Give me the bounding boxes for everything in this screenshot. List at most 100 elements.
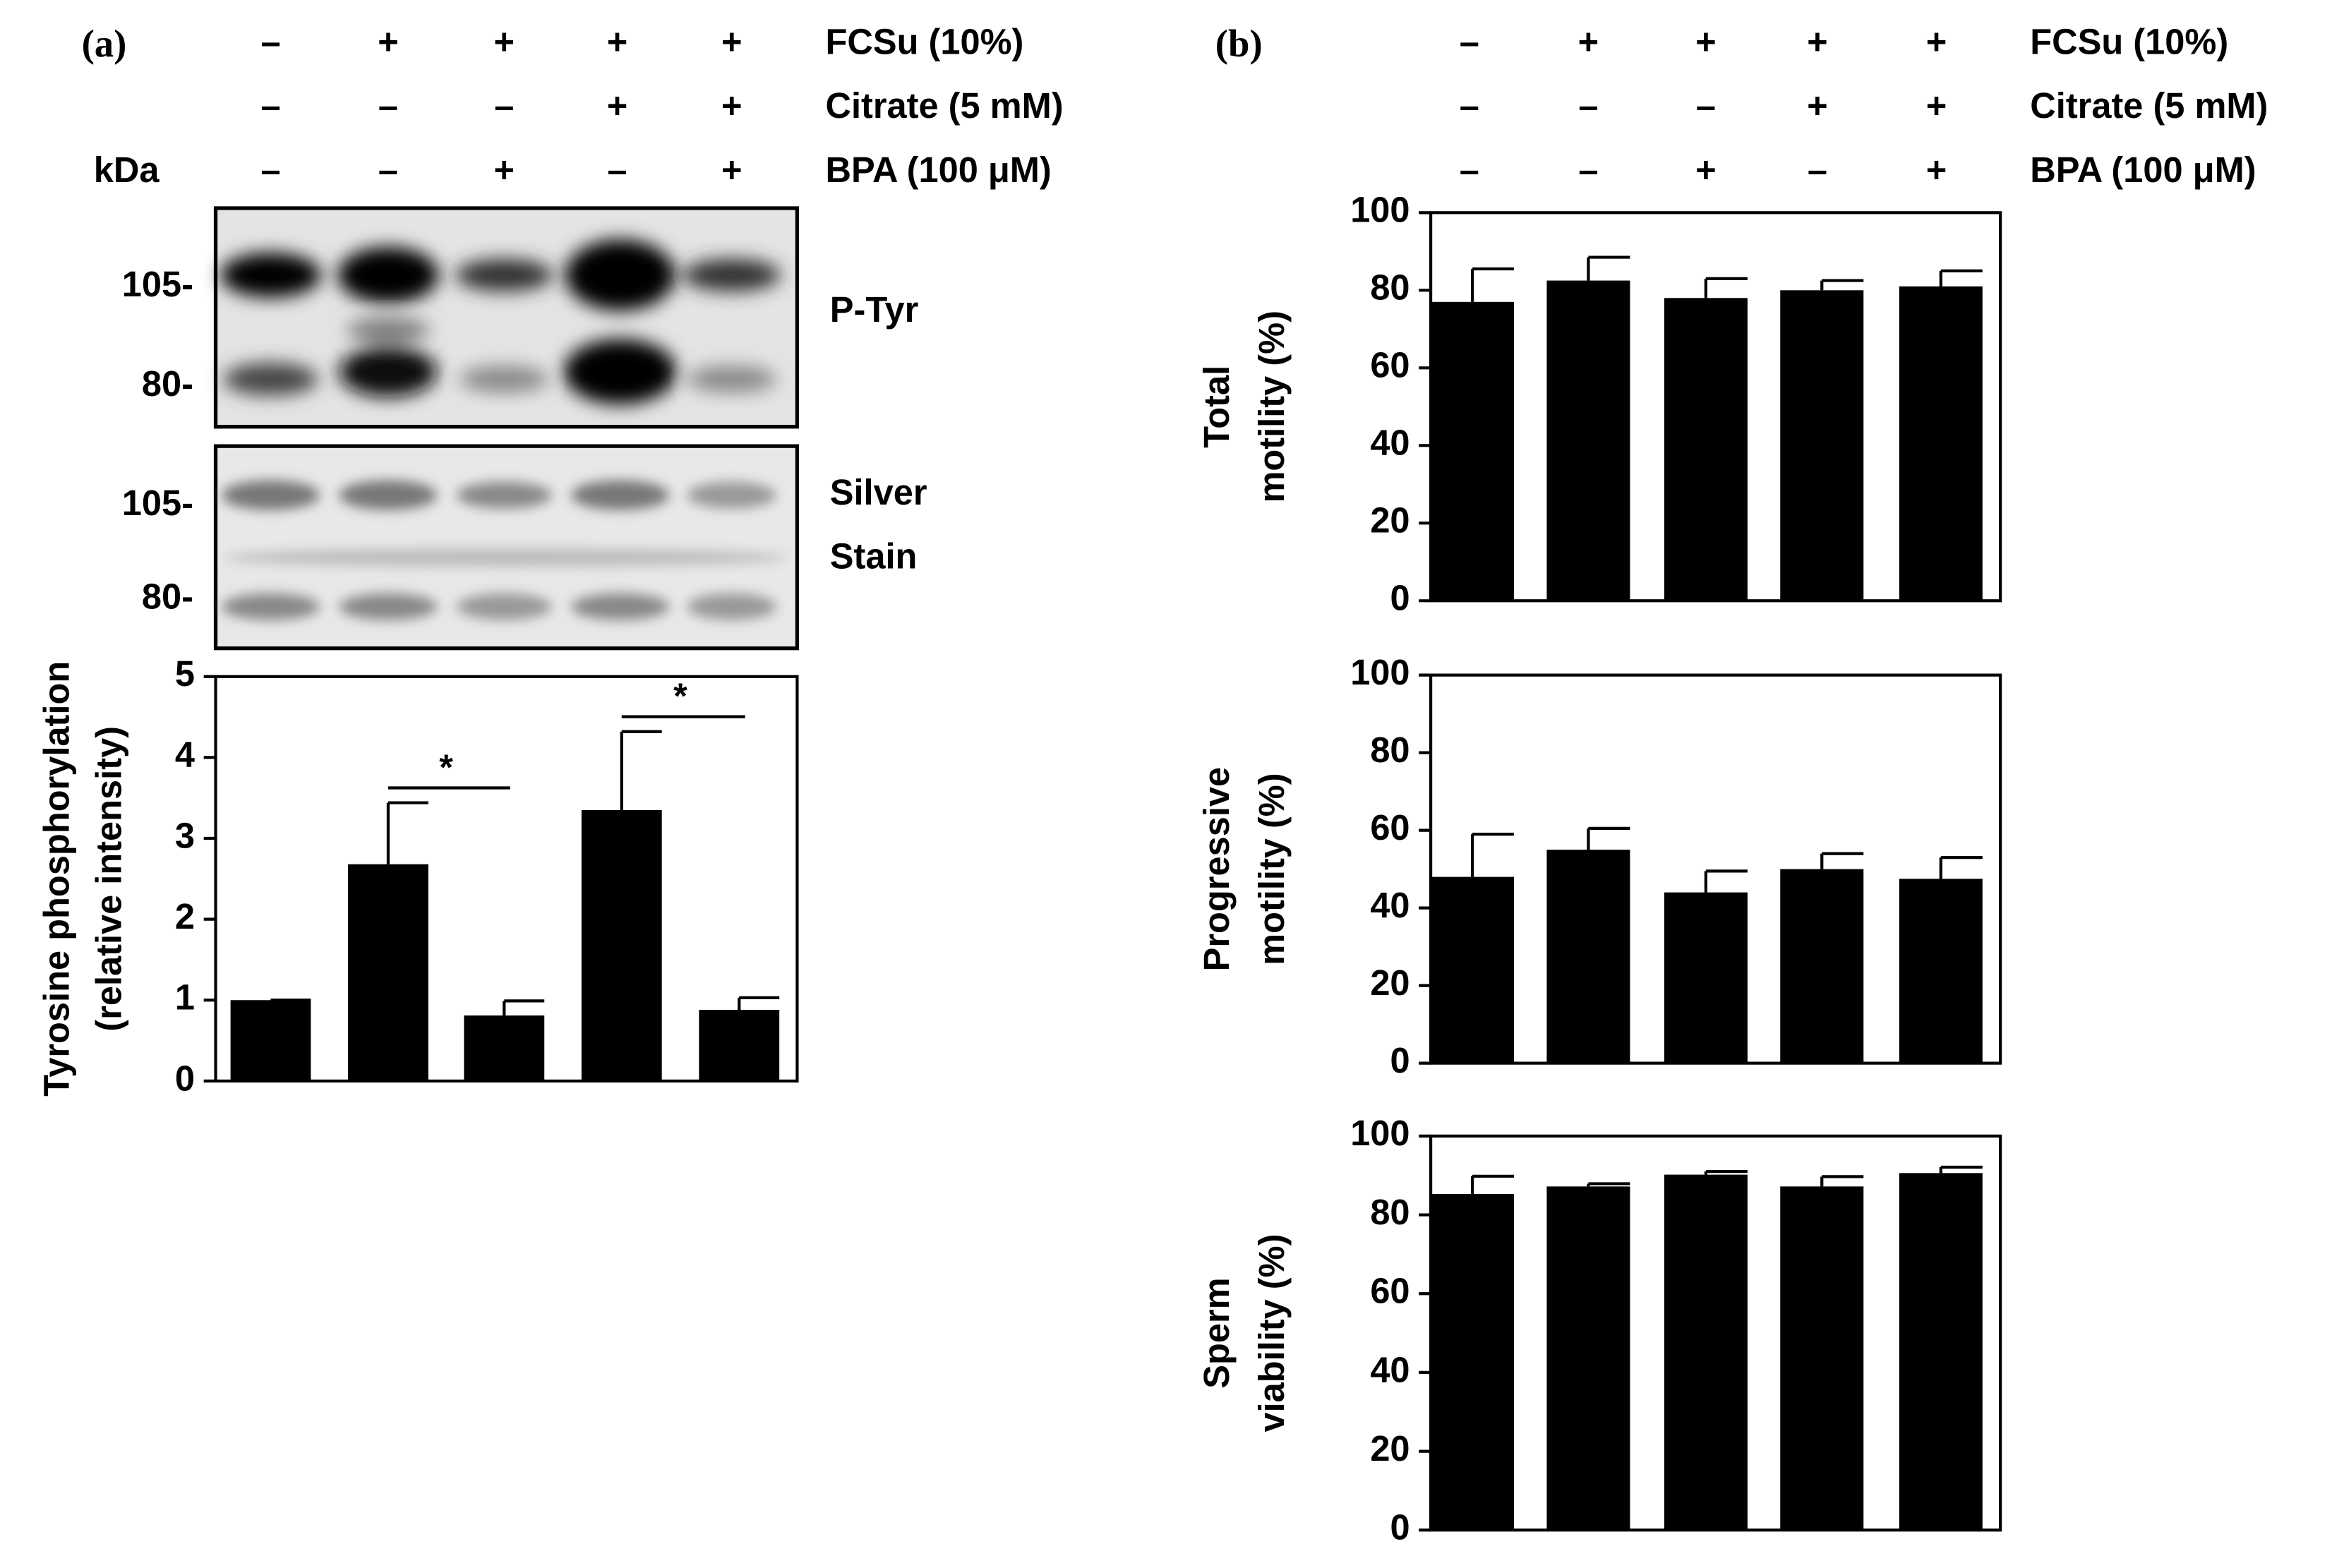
y-tick-label: 20 — [1370, 1428, 1410, 1469]
y-axis-label: Total — [1196, 366, 1237, 448]
treatment-sign: + — [607, 85, 628, 126]
treatment-sign: + — [721, 150, 743, 190]
blot-image — [213, 206, 800, 429]
treatment-sign: + — [1926, 85, 1947, 126]
blot-label: Silver — [830, 472, 927, 512]
bar — [1431, 1193, 1515, 1531]
y-tick-label: 5 — [175, 653, 195, 694]
y-tick-label: 0 — [1390, 578, 1410, 618]
y-tick-label: 100 — [1350, 652, 1410, 692]
treatment-sign: + — [1926, 150, 1947, 190]
treatment-sign: – — [378, 85, 398, 126]
bar — [348, 864, 428, 1081]
bar — [1780, 869, 1864, 1063]
bar — [1431, 301, 1515, 601]
bar — [581, 809, 662, 1081]
bar — [1780, 1186, 1864, 1531]
bar — [1899, 286, 1983, 601]
treatment-sign: – — [1460, 85, 1479, 126]
treatment-sign: – — [494, 85, 514, 126]
bar — [1664, 298, 1748, 601]
treatment-sign: – — [1696, 85, 1716, 126]
treatment-sign: – — [260, 150, 280, 190]
treatment-name: Citrate (5 mM) — [2030, 85, 2268, 126]
y-tick-label: 100 — [1350, 190, 1410, 230]
y-tick-label: 60 — [1370, 1271, 1410, 1311]
y-tick-label: 80 — [1370, 1192, 1410, 1232]
treatment-sign: – — [260, 85, 280, 126]
treatment-sign: – — [1808, 150, 1827, 190]
marker-label: 105- — [122, 264, 193, 304]
bar — [1780, 290, 1864, 601]
blot-label: Stain — [830, 536, 918, 577]
treatment-name: BPA (100 μM) — [2030, 150, 2256, 190]
unit-label: kDa — [94, 150, 160, 190]
y-tick-label: 0 — [1390, 1507, 1410, 1548]
treatment-sign: + — [378, 22, 399, 62]
bar — [1546, 1186, 1630, 1531]
significance-label: * — [439, 747, 453, 788]
treatment-sign: – — [607, 150, 627, 190]
treatment-sign: – — [1578, 85, 1598, 126]
treatment-sign: + — [1695, 150, 1717, 190]
y-tick-label: 40 — [1370, 885, 1410, 925]
bar — [699, 1010, 780, 1081]
treatment-sign: + — [607, 22, 628, 62]
blot-image — [213, 444, 800, 651]
y-axis-label: viability (%) — [1251, 1234, 1292, 1433]
treatment-name: FCSu (10%) — [825, 22, 1023, 62]
y-tick-label: 80 — [1370, 730, 1410, 770]
bar — [1664, 892, 1748, 1063]
treatment-sign: + — [721, 22, 743, 62]
y-axis-label: motility (%) — [1251, 310, 1292, 502]
y-tick-label: 4 — [175, 735, 195, 775]
panel-label: (b) — [1215, 22, 1263, 65]
y-tick-label: 40 — [1370, 423, 1410, 463]
treatment-sign: + — [1926, 22, 1947, 62]
treatment-name: BPA (100 μM) — [825, 150, 1051, 190]
marker-label: 80- — [142, 577, 193, 617]
bar — [230, 1000, 311, 1081]
y-axis-label: Progressive — [1196, 767, 1237, 972]
treatment-name: Citrate (5 mM) — [825, 85, 1063, 126]
treatment-sign: – — [1460, 150, 1479, 190]
treatment-sign: + — [1807, 85, 1828, 126]
bar — [1664, 1174, 1748, 1531]
treatment-sign: – — [1578, 150, 1598, 190]
y-axis-label: motility (%) — [1251, 773, 1292, 965]
bar — [464, 1015, 545, 1081]
panel-label: (a) — [82, 22, 127, 65]
treatment-sign: – — [260, 22, 280, 62]
marker-label: 105- — [122, 483, 193, 523]
y-tick-label: 60 — [1370, 807, 1410, 848]
bar — [1546, 850, 1630, 1063]
bar — [1899, 879, 1983, 1063]
treatment-sign: + — [1807, 22, 1828, 62]
bar — [1431, 876, 1515, 1063]
treatment-sign: + — [1695, 22, 1717, 62]
treatment-sign: + — [494, 22, 515, 62]
treatment-sign: + — [1578, 22, 1599, 62]
y-axis-label: Tyrosine phosphorylation — [37, 661, 77, 1097]
y-axis-label: (relative intensity) — [88, 726, 128, 1032]
significance-label: * — [673, 676, 687, 716]
treatment-name: FCSu (10%) — [2030, 22, 2228, 62]
bar — [1899, 1173, 1983, 1531]
y-tick-label: 1 — [175, 977, 195, 1018]
treatment-sign: – — [378, 150, 398, 190]
y-tick-label: 40 — [1370, 1349, 1410, 1389]
y-axis-label: Sperm — [1196, 1277, 1237, 1388]
y-tick-label: 2 — [175, 896, 195, 936]
y-tick-label: 20 — [1370, 963, 1410, 1003]
treatment-sign: + — [494, 150, 515, 190]
marker-label: 80- — [142, 363, 193, 404]
treatment-sign: – — [1460, 22, 1479, 62]
y-tick-label: 100 — [1350, 1113, 1410, 1153]
y-tick-label: 80 — [1370, 267, 1410, 308]
treatment-sign: + — [721, 85, 743, 126]
y-tick-label: 3 — [175, 815, 195, 855]
y-tick-label: 0 — [1390, 1040, 1410, 1080]
blot-label: P-Tyr — [830, 289, 919, 330]
